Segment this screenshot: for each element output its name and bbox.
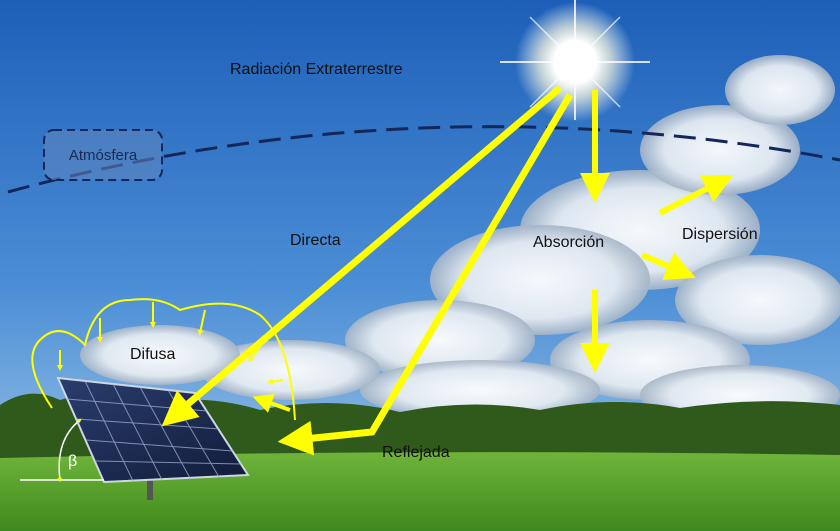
absorption-label: Absorción — [533, 234, 604, 251]
atmosphere-label: Atmósfera — [69, 147, 138, 164]
reflected-label: Reflejada — [382, 444, 450, 461]
diffuse-label: Difusa — [130, 346, 175, 363]
extraterrestrial-label: Radiación Extraterrestre — [230, 61, 403, 78]
tilt-angle-label: β — [68, 453, 77, 470]
scatter-label: Dispersión — [682, 226, 758, 243]
direct-label: Directa — [290, 232, 341, 249]
scene: Radiación Extraterrestre Atmósfera Direc… — [0, 0, 840, 531]
page: {"labels": ["Radiación Extraterrestre", … — [0, 0, 840, 531]
